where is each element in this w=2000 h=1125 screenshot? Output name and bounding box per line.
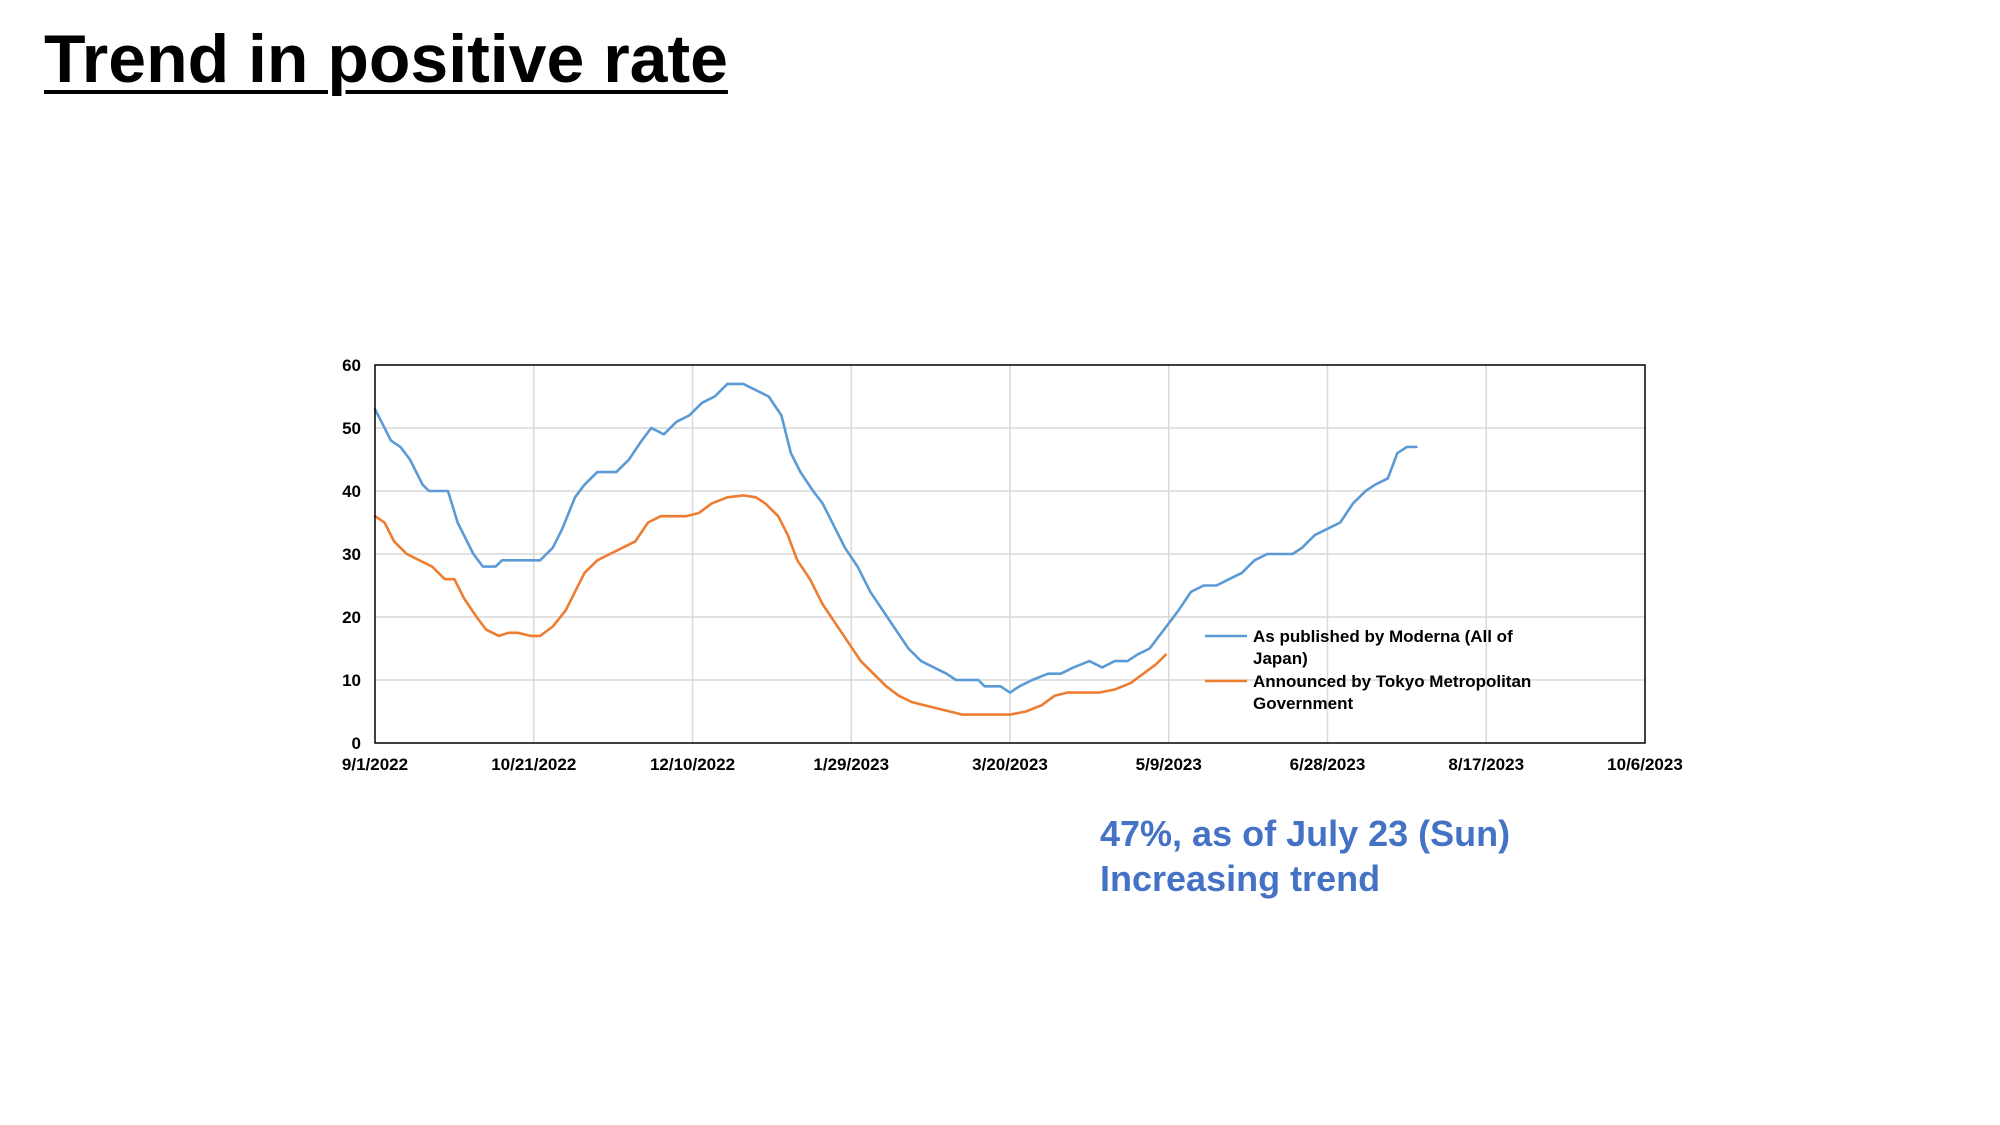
- x-tick-label: 9/1/2022: [342, 755, 408, 774]
- legend-label: Announced by Tokyo Metropolitan Governmen…: [1253, 672, 1531, 713]
- series-lines: [373, 382, 1418, 716]
- y-axis-tick-labels: 0 10 20 30 40 50 60: [342, 356, 361, 753]
- x-tick-label: 10/21/2022: [491, 755, 576, 774]
- x-tick-label: 8/17/2023: [1448, 755, 1524, 774]
- plot-area-frame: [374, 364, 1646, 744]
- x-tick-label: 1/29/2023: [813, 755, 889, 774]
- y-tick-label: 30: [342, 545, 361, 564]
- x-tick-label: 10/6/2023: [1607, 755, 1683, 774]
- x-tick-label: 12/10/2022: [650, 755, 735, 774]
- y-tick-label: 20: [342, 608, 361, 627]
- y-tick-label: 50: [342, 419, 361, 438]
- x-tick-label: 5/9/2023: [1136, 755, 1202, 774]
- series-line-1: [373, 382, 1418, 694]
- y-tick-label: 40: [342, 482, 361, 501]
- x-axis-tick-labels: 9/1/2022 10/21/2022 12/10/2022 1/29/2023 3/2…: [342, 755, 1683, 774]
- series-line-2: [373, 494, 1167, 716]
- y-tick-label: 10: [342, 671, 361, 690]
- chart-legend: As published by Moderna (All of Japan)Ann…: [1205, 627, 1531, 713]
- annotation-trend: Increasing trend: [1100, 858, 1381, 899]
- gridlines: [375, 365, 1645, 743]
- annotation-current-rate: 47%, as of July 23 (Sun): [1100, 813, 1511, 854]
- y-tick-label: 60: [342, 356, 361, 375]
- slide-title: Trend in positive rate: [44, 21, 728, 97]
- x-tick-label: 3/20/2023: [972, 755, 1048, 774]
- x-tick-label: 6/28/2023: [1290, 755, 1366, 774]
- legend-label: As published by Moderna (All of Japan): [1253, 627, 1513, 668]
- y-tick-label: 0: [352, 734, 361, 753]
